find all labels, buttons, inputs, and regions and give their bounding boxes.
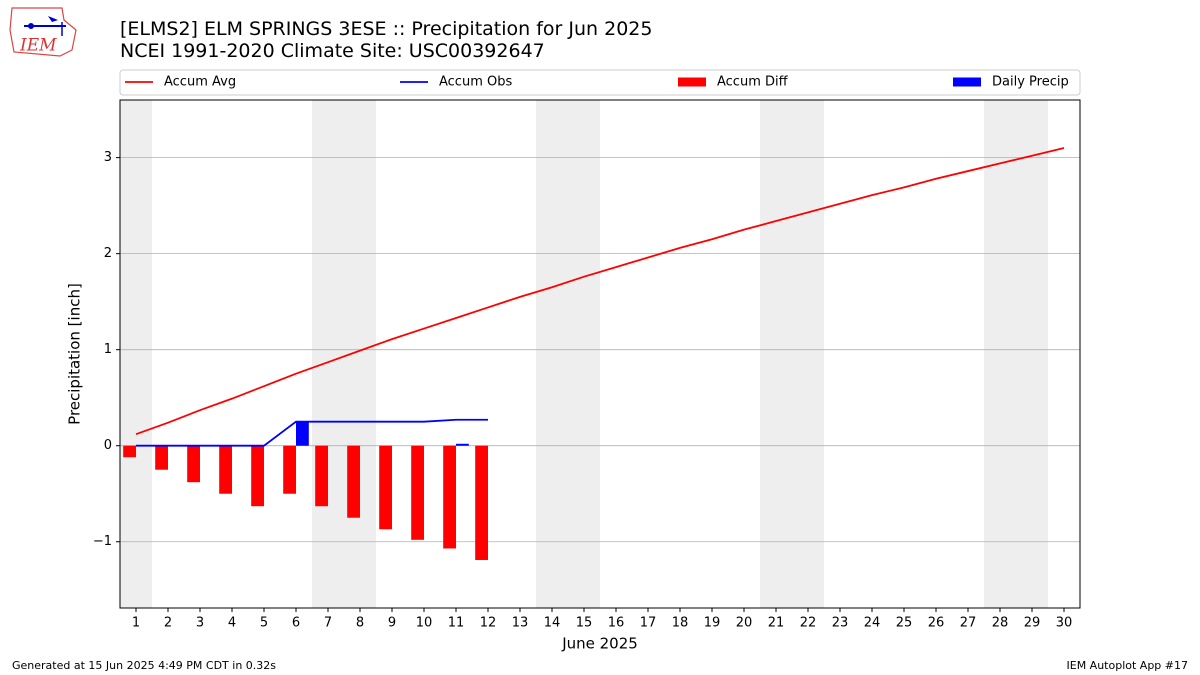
legend-label: Accum Avg (164, 75, 236, 90)
weekend-shade (760, 100, 792, 608)
x-tick-label: 16 (608, 616, 625, 631)
x-tick-label: 21 (768, 616, 785, 631)
x-tick-label: 19 (704, 616, 721, 631)
x-tick-label: 6 (292, 616, 300, 631)
bar (315, 445, 328, 507)
x-tick-label: 11 (448, 616, 465, 631)
x-tick-label: 29 (1024, 616, 1041, 631)
bar (296, 421, 309, 446)
x-tick-label: 25 (896, 616, 913, 631)
footer-right: IEM Autoplot App #17 (1067, 659, 1189, 672)
x-tick-label: 17 (640, 616, 657, 631)
x-tick-label: 28 (992, 616, 1009, 631)
legend-label: Daily Precip (992, 75, 1069, 90)
x-tick-label: 13 (512, 616, 529, 631)
logo-text: IEM (19, 36, 57, 56)
bar (123, 445, 136, 458)
footer-left: Generated at 15 Jun 2025 4:49 PM CDT in … (12, 659, 276, 672)
bar (456, 443, 469, 446)
legend-swatch (678, 77, 706, 87)
x-tick-label: 20 (736, 616, 753, 631)
weekend-shade (1016, 100, 1048, 608)
y-tick-label: 0 (104, 438, 112, 453)
x-tick-label: 12 (480, 616, 497, 631)
weekend-shade (536, 100, 568, 608)
x-tick-label: 30 (1056, 616, 1073, 631)
bar (443, 445, 456, 549)
bar (347, 445, 360, 518)
x-tick-label: 5 (260, 616, 268, 631)
x-tick-label: 26 (928, 616, 945, 631)
weekend-shade (792, 100, 824, 608)
x-tick-label: 1 (132, 616, 140, 631)
x-tick-label: 3 (196, 616, 204, 631)
bar (155, 445, 168, 470)
legend-label: Accum Diff (717, 75, 789, 90)
line (135, 147, 1065, 436)
x-tick-label: 27 (960, 616, 977, 631)
weekend-shade (984, 100, 1016, 608)
plot-frame (119, 99, 1081, 609)
bar (475, 445, 488, 560)
x-tick-label: 15 (576, 616, 593, 631)
y-axis-label: Precipitation [inch] (66, 283, 84, 425)
logo: IEM (9, 7, 77, 57)
y-tick-label: 3 (104, 150, 112, 165)
x-tick-label: 2 (164, 616, 172, 631)
x-tick-label: 8 (356, 616, 364, 631)
weekend-shade (120, 100, 152, 608)
y-tick-label: 2 (104, 246, 112, 261)
x-axis-label: June 2025 (561, 635, 638, 653)
weekend-shade (312, 100, 344, 608)
x-tick-label: 22 (800, 616, 817, 631)
bar (219, 445, 232, 494)
bar (187, 445, 200, 483)
bar (411, 445, 424, 540)
weekend-shade (568, 100, 600, 608)
x-tick-label: 14 (544, 616, 561, 631)
y-tick-label: 1 (104, 342, 112, 357)
bar (379, 445, 392, 530)
x-tick-label: 7 (324, 616, 332, 631)
bar (283, 445, 296, 494)
x-tick-label: 10 (416, 616, 433, 631)
chart-subtitle: NCEI 1991-2020 Climate Site: USC00392647 (120, 40, 545, 62)
legend-box (119, 69, 1081, 96)
x-tick-label: 18 (672, 616, 689, 631)
chart-title: [ELMS2] ELM SPRINGS 3ESE :: Precipitatio… (120, 18, 652, 40)
line (136, 418, 488, 447)
x-tick-label: 23 (832, 616, 849, 631)
x-tick-label: 4 (228, 616, 236, 631)
x-tick-label: 9 (388, 616, 396, 631)
y-tick-label: −1 (93, 534, 112, 549)
legend-label: Accum Obs (439, 75, 512, 90)
x-tick-label: 24 (864, 616, 881, 631)
bar (251, 445, 264, 507)
legend-swatch (953, 77, 981, 87)
